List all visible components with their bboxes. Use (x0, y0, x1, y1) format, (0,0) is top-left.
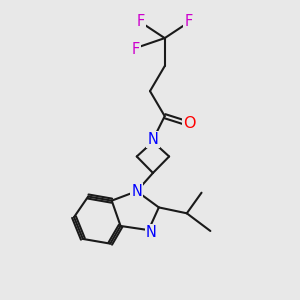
Text: F: F (184, 14, 192, 29)
Text: F: F (131, 42, 140, 57)
Text: O: O (184, 116, 196, 131)
Text: F: F (137, 14, 145, 29)
Text: N: N (131, 184, 142, 199)
Text: N: N (146, 225, 157, 240)
Text: N: N (148, 132, 158, 147)
